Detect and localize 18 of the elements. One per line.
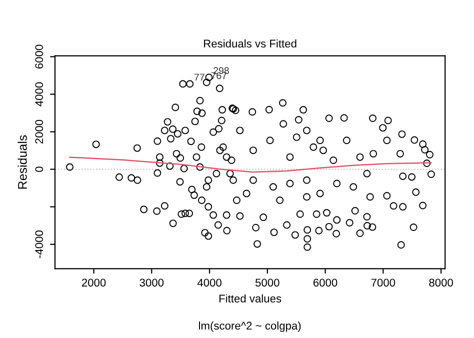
y-tick-label: -4000 xyxy=(35,230,44,258)
annotation: 77 xyxy=(194,74,204,81)
y-tick-label: 2000 xyxy=(35,120,44,144)
annotation: 767 xyxy=(211,72,227,80)
x-tick-label: 7000 xyxy=(371,278,396,287)
text: lm(score^2 ~ colgpa) xyxy=(199,322,301,332)
chart-title: Residuals vs Fitted xyxy=(204,39,296,48)
y-tick-label: 4000 xyxy=(35,82,44,106)
y-axis-title: Residuals xyxy=(18,135,27,189)
x-axis-title: Fitted values xyxy=(219,294,282,303)
x-tick-label: 8000 xyxy=(429,278,453,287)
x-tick-label: 2000 xyxy=(82,278,106,287)
x-tick-label: 4000 xyxy=(197,278,222,287)
x-tick-label: 3000 xyxy=(140,278,164,287)
x-tick-label: 6000 xyxy=(313,278,338,287)
x-tick-label: 5000 xyxy=(255,278,280,287)
y-tick-label: 6000 xyxy=(35,44,44,68)
y-tick-label: 0 xyxy=(35,166,44,172)
